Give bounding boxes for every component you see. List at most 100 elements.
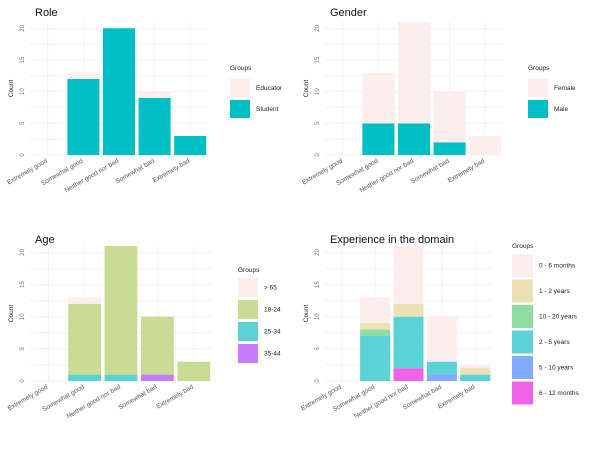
legend-swatch	[512, 330, 533, 354]
y-tick-label: 15	[20, 56, 26, 63]
legend-swatch	[512, 356, 533, 379]
bar-segment	[67, 79, 100, 155]
bar-segment	[460, 374, 491, 381]
y-tick-label: 10	[20, 88, 26, 95]
legend-swatch	[512, 305, 533, 328]
bar-segment	[393, 368, 424, 381]
panel-title: Gender	[330, 7, 367, 19]
legend-label: Female	[554, 85, 576, 92]
bar-segment	[102, 28, 136, 155]
y-tick-label: 20	[315, 248, 321, 255]
legend-swatch	[528, 79, 548, 97]
x-tick-label: Somewhat bad	[115, 157, 156, 185]
y-tick-label: 15	[315, 281, 321, 288]
bar-segment	[426, 374, 457, 381]
legend-label: 18-24	[264, 307, 281, 314]
legend-label: > 65	[264, 285, 277, 292]
bar-segment	[360, 329, 391, 336]
y-tick-label: 15	[315, 56, 321, 63]
legend-label: Male	[554, 106, 568, 113]
y-tick-label: 20	[315, 24, 321, 31]
y-tick-label: 0	[315, 153, 321, 157]
bar-segment	[141, 374, 174, 381]
legend-title: Groups	[238, 267, 260, 274]
x-tick-label: Somewhat bad	[410, 157, 451, 185]
x-tick-label: Extremely bad	[152, 157, 192, 184]
y-tick-label: 10	[315, 88, 321, 95]
legend-title: Groups	[528, 65, 550, 72]
legend-title: Groups	[512, 243, 534, 250]
legend-label: 6 - 12 months	[539, 390, 579, 397]
bar-segment	[68, 297, 101, 304]
bar-segment	[397, 22, 431, 124]
legend-swatch	[230, 100, 250, 118]
y-axis-label: Count	[8, 80, 15, 98]
bar-segment	[67, 72, 100, 79]
bar-segment	[426, 361, 457, 375]
bar-segment	[104, 374, 138, 381]
y-tick-label: 5	[20, 347, 26, 351]
bar-segment	[104, 246, 138, 375]
legend-label: 2 - 5 years	[539, 339, 570, 346]
y-tick-label: 10	[20, 313, 26, 320]
legend-swatch	[230, 79, 250, 97]
legend-label: 10 - 20 years	[539, 314, 578, 321]
bar-segment	[362, 72, 395, 124]
legend-title: Groups	[230, 65, 252, 72]
y-tick-label: 0	[20, 153, 26, 157]
legend-swatch	[238, 278, 258, 297]
legend-swatch	[238, 300, 258, 319]
legend-label: 0 - 6 months	[539, 263, 576, 270]
y-axis-label: Count	[8, 305, 15, 323]
bar-segment	[397, 123, 431, 155]
x-tick-label: Somewhat bad	[117, 383, 158, 411]
bar-segment	[177, 361, 211, 381]
y-tick-label: 10	[315, 313, 321, 320]
x-tick-label: Extremely bad	[447, 157, 487, 184]
y-axis-label: Count	[303, 80, 310, 98]
y-tick-label: 5	[20, 121, 26, 125]
bar-segment	[460, 364, 491, 369]
legend-label: Educator	[256, 85, 283, 92]
legend-label: 35-44	[264, 351, 281, 358]
bar-segment	[433, 91, 466, 143]
legend-swatch	[238, 344, 258, 363]
bar-segment	[141, 316, 174, 375]
bar-segment	[393, 316, 424, 369]
y-tick-label: 5	[315, 121, 321, 125]
x-tick-label: Extremely bad	[155, 383, 195, 410]
legend-swatch	[528, 100, 548, 118]
bar-segment	[138, 98, 171, 155]
bar-segment	[360, 323, 391, 330]
y-tick-label: 15	[20, 281, 26, 288]
y-tick-label: 20	[20, 24, 26, 31]
bar-segment	[469, 136, 502, 155]
bar-segment	[460, 368, 491, 375]
legend-label: 1 - 2 years	[539, 288, 570, 295]
y-tick-label: 0	[20, 379, 26, 383]
y-axis-label: Count	[303, 305, 310, 323]
y-tick-label: 0	[315, 379, 321, 383]
legend-swatch	[512, 254, 533, 277]
legend-label: 5 - 10 years	[539, 365, 574, 372]
bar-segment	[433, 142, 466, 155]
panel-title: Role	[35, 7, 58, 19]
bar-segment	[174, 136, 207, 155]
legend-swatch	[512, 381, 533, 405]
panel-title: Experience in the domain	[330, 234, 454, 246]
legend-label: Student	[256, 106, 279, 113]
bar-segment	[68, 303, 101, 375]
x-tick-label: Extremely bad	[437, 383, 477, 410]
bar-segment	[362, 123, 395, 155]
bar-segment	[426, 316, 457, 362]
legend-swatch	[512, 279, 533, 303]
bar-segment	[360, 336, 391, 381]
bar-segment	[393, 246, 424, 304]
panel-experience: Experience in the domain 0 5 10 15 20 Count Ext…	[300, 234, 579, 420]
bar-segment	[360, 297, 391, 324]
y-tick-label: 5	[315, 347, 321, 351]
